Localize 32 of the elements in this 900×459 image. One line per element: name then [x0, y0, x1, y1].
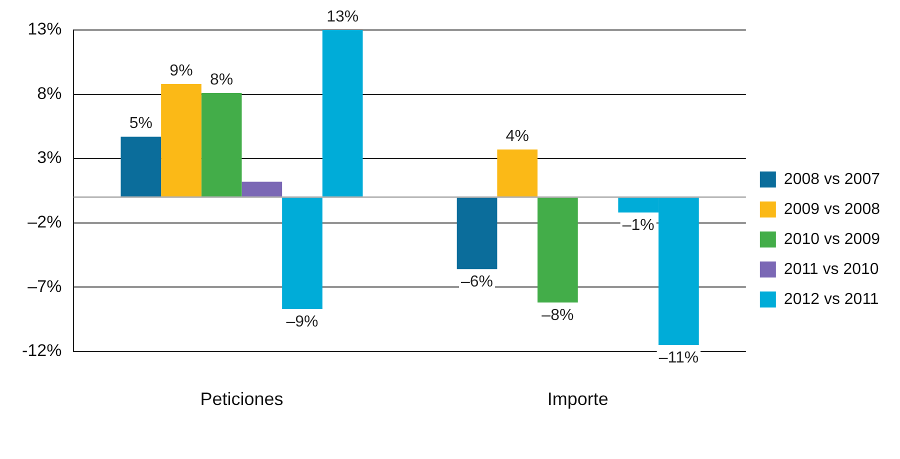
bar: [497, 150, 538, 198]
bar: [282, 197, 322, 309]
y-tick-label: 8%: [37, 84, 62, 103]
legend-label: 2008 vs 2007: [784, 170, 880, 188]
bar: [322, 30, 363, 198]
data-label: 5%: [129, 115, 152, 132]
data-label: 4%: [506, 128, 529, 145]
bar: [538, 197, 578, 303]
bar: [201, 92, 242, 198]
x-tick-label: Peticiones: [200, 389, 284, 410]
data-label: 9%: [170, 62, 193, 80]
bar: [242, 182, 282, 198]
data-label: –11%: [658, 349, 699, 366]
data-label: –9%: [286, 313, 318, 330]
y-tick-label: –2%: [28, 212, 62, 232]
data-label: –1%: [622, 216, 654, 234]
y-tick-label: –7%: [28, 276, 62, 296]
y-tick-label: 13%: [28, 20, 62, 39]
x-tick-label: Importe: [547, 389, 608, 410]
legend-label: 2012 vs 2011: [784, 290, 879, 308]
bar: [161, 84, 202, 198]
bar: [456, 197, 498, 270]
y-tick-label: -12%: [22, 341, 62, 360]
data-label: 8%: [210, 71, 234, 88]
data-label: –8%: [542, 306, 574, 324]
y-tick-label: 3%: [37, 148, 62, 168]
legend-label: 2011 vs 2010: [784, 260, 879, 278]
data-label: –6%: [461, 274, 494, 291]
legend-label: 2010 vs 2009: [784, 230, 880, 248]
bar: [120, 136, 162, 198]
data-label: 13%: [326, 8, 359, 26]
legend-label: 2009 vs 2008: [784, 200, 880, 218]
